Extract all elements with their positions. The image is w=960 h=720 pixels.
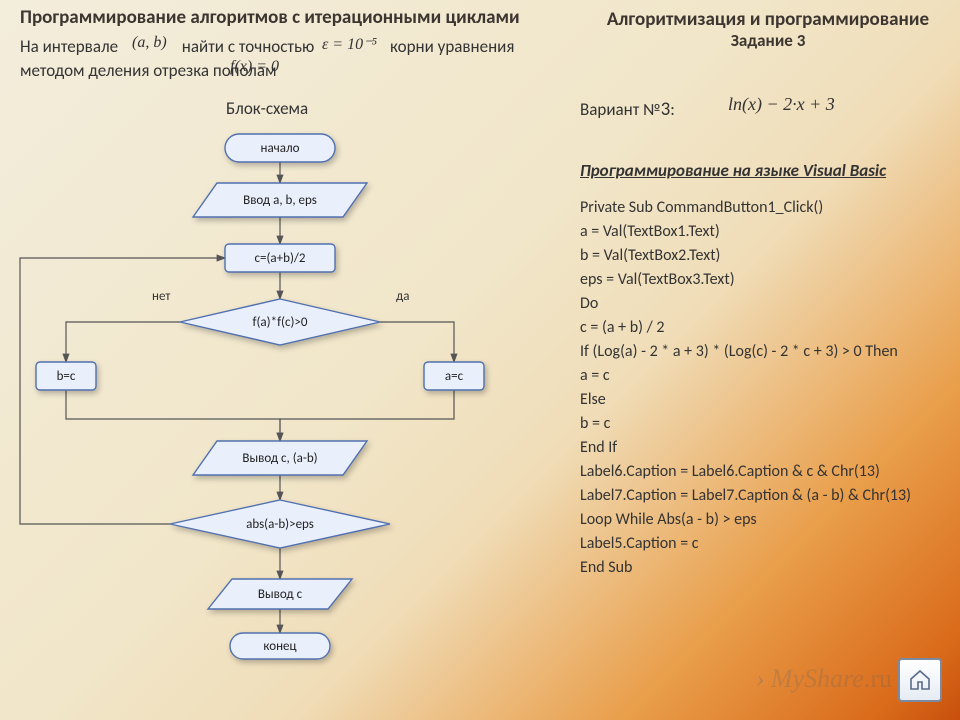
svg-text:да: да [396,289,409,304]
svg-text:Ввод a, b, eps: Ввод a, b, eps [243,193,317,208]
flowchart: нет да начало Ввод a, b, eps c=(a+b)/2 f(a)*… [0,0,560,720]
vb-title: Программирование на языке Visual Basic [580,160,886,181]
svg-text:abs(a-b)>eps: abs(a-b)>eps [246,517,314,532]
svg-text:начало: начало [261,141,300,156]
svg-text:f(a)*f(c)>0: f(a)*f(c)>0 [253,315,308,330]
node-out2: Вывод c [208,579,352,609]
home-button[interactable] [898,658,942,702]
page: Программирование алгоритмов с итерационн… [0,0,960,720]
svg-text:Вывод c: Вывод c [258,587,303,602]
task-number: Задание 3 [588,30,948,51]
code-block: Private Sub CommandButton1_Click() a = V… [580,196,911,580]
svg-text:a=c: a=c [445,369,464,384]
node-out1: Вывод c, (a-b) [193,441,367,475]
watermark: › MyShare.ru [756,664,892,694]
node-ac: a=c [424,362,484,390]
node-cond2: abs(a-b)>eps [170,500,390,548]
svg-text:нет: нет [152,289,170,304]
variant-formula: ln(x) − 2·x + 3 [728,94,835,115]
node-calc: c=(a+b)/2 [225,244,335,272]
svg-text:Вывод c, (a-b): Вывод c, (a-b) [242,451,317,466]
node-end: конец [230,633,330,659]
node-bc: b=c [36,362,96,390]
svg-text:конец: конец [263,639,296,654]
home-icon [908,668,932,692]
variant-label: Вариант №3: [580,98,675,121]
svg-text:b=c: b=c [57,369,76,384]
svg-text:c=(a+b)/2: c=(a+b)/2 [255,251,306,266]
heading-right: Алгоритмизация и программирование [588,8,948,31]
node-cond1: f(a)*f(c)>0 [180,299,380,345]
node-start: начало [225,134,335,162]
node-input: Ввод a, b, eps [193,183,367,217]
